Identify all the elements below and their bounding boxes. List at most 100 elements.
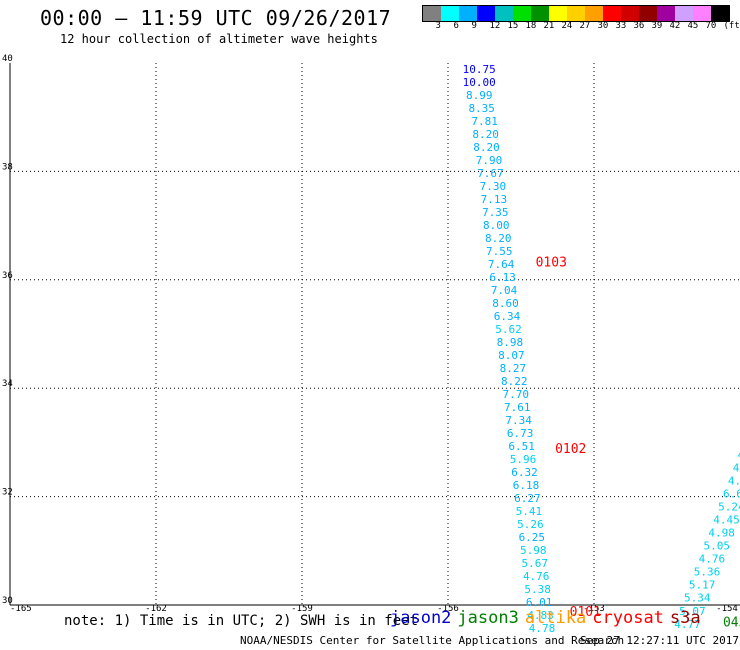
swh-readings: 10.7510.008.998.357.818.208.207.907.677.…: [463, 63, 740, 635]
x-tick-label: -162: [145, 604, 167, 614]
swh-reading: 6.34: [494, 310, 521, 323]
color-scale-label: 33: [615, 21, 627, 31]
swh-reading: 5.17: [689, 579, 716, 592]
swh-reading: 7.04: [491, 284, 518, 297]
color-scale-label: 70: [705, 21, 717, 31]
color-swatch: [495, 6, 513, 21]
color-scale-label: (ft): [723, 21, 740, 31]
color-swatch: [477, 6, 495, 21]
swh-reading: 6.51: [508, 440, 535, 453]
swh-reading: 7.70: [503, 388, 530, 401]
swh-reading: 8.20: [485, 232, 512, 245]
time-label: 0453: [723, 616, 740, 631]
swh-reading: 6.18: [513, 479, 540, 492]
swh-reading: 4.8: [728, 475, 740, 488]
swh-reading: 5.26: [517, 518, 544, 531]
color-swatch: [531, 6, 549, 21]
swh-reading: 8.20: [472, 128, 499, 141]
color-scale-label: 45: [687, 21, 699, 31]
swh-reading: 4.98: [708, 527, 735, 540]
swh-reading: 4.8: [733, 462, 740, 475]
swh-reading: 8.60: [492, 297, 518, 310]
swh-reading: 4.83: [527, 609, 554, 622]
swh-reading: 7.35: [482, 206, 509, 219]
swh-reading: 8.35: [468, 102, 495, 115]
chart-subtitle: 12 hour collection of altimeter wave hei…: [60, 32, 378, 46]
swh-reading: 7.90: [476, 154, 503, 167]
swh-reading: 5.96: [510, 453, 536, 466]
swh-reading: 7.67: [477, 167, 504, 180]
time-label: 0102: [555, 442, 586, 457]
swh-reading: 7.13: [481, 193, 508, 206]
legend-s3a: s3a: [669, 608, 701, 628]
units-note: note: 1) Time is in UTC; 2) SWH is in fe…: [64, 613, 419, 629]
color-scale-label: 36: [633, 21, 645, 31]
legend-altika: altika: [524, 608, 587, 628]
color-swatch: [459, 6, 477, 21]
time-label: 0101: [570, 605, 601, 620]
color-scale-label: 27: [579, 21, 591, 31]
color-scale-label: 12: [489, 21, 501, 31]
swh-reading: 5.41: [516, 505, 543, 518]
y-tick-label: 32: [2, 488, 13, 498]
swh-reading: 4.78: [529, 622, 556, 635]
swh-reading: 5.05: [704, 540, 731, 553]
x-tick-label: -154: [716, 604, 738, 614]
generated-timestamp: Sep 27 12:27:11 UTC 2017: [580, 634, 739, 647]
swh-reading: 8.98: [497, 336, 523, 349]
color-scale-label: 18: [525, 21, 537, 31]
swh-reading: 4.76: [523, 570, 550, 583]
legend-jason3: jason3: [457, 608, 519, 628]
color-scale-label: 39: [651, 21, 663, 31]
swh-reading: 5.07: [679, 605, 706, 618]
swh-reading: 10.00: [463, 76, 496, 89]
y-tick-label: 40: [2, 54, 13, 64]
swh-reading: 7.30: [480, 180, 507, 193]
x-tick-label: -156: [437, 604, 459, 614]
swh-reading: 8.00: [483, 219, 510, 232]
color-swatch: [711, 6, 729, 21]
swh-reading: 6.73: [507, 427, 534, 440]
swh-reading: 8.27: [500, 362, 527, 375]
color-swatch: [657, 6, 675, 21]
satellite-legend: jason2 jason3 altika cryosat s3a: [390, 608, 707, 628]
legend-cryosat: cryosat: [592, 608, 664, 628]
color-swatch: [603, 6, 621, 21]
swh-reading: 7.64: [488, 258, 515, 271]
swh-reading: 5.34: [684, 592, 711, 605]
chart-title: 00:00 – 11:59 UTC 09/26/2017: [40, 6, 392, 30]
swh-reading: 6.32: [511, 466, 538, 479]
swh-reading: 6.6: [723, 488, 740, 501]
color-scale-label: 3: [435, 21, 441, 31]
color-scale-label: 6: [453, 21, 459, 31]
x-tick-label: -165: [10, 604, 32, 614]
swh-reading: 7.81: [471, 115, 498, 128]
color-swatch: [423, 6, 441, 21]
swh-reading: 6.27: [514, 492, 541, 505]
swh-reading: 8.99: [466, 89, 493, 102]
swh-reading: 5.38: [524, 583, 551, 596]
swh-reading: 6.25: [519, 531, 546, 544]
color-swatch: [441, 6, 459, 21]
color-swatch: [567, 6, 585, 21]
color-swatch: [585, 6, 603, 21]
swh-reading: 8.07: [498, 349, 525, 362]
swh-reading: 5.24: [718, 501, 740, 514]
swh-reading: 8.20: [473, 141, 500, 154]
axis-tick-labels: -165 -162 -159 -156 -153 -154 30 32 34 36 38 40: [2, 54, 738, 614]
swh-reading: 10.75: [463, 63, 496, 76]
swh-reading: 7.61: [504, 401, 531, 414]
time-label: 0103: [536, 255, 567, 270]
swh-reading: 4.77: [674, 618, 701, 631]
swh-reading: 6.01: [526, 596, 553, 609]
color-scale-label: 15: [507, 21, 519, 31]
plot-frame: [9, 63, 740, 606]
y-tick-label: 36: [2, 271, 13, 281]
swh-reading: 7.55: [486, 245, 512, 258]
swh-reading: 8.22: [501, 375, 527, 388]
time-labels: 0103010201010450453: [536, 255, 740, 630]
color-scale-label: 21: [543, 21, 555, 31]
x-tick-label: -153: [583, 604, 605, 614]
map-grid: [10, 63, 740, 605]
color-scale-label: 9: [471, 21, 477, 31]
